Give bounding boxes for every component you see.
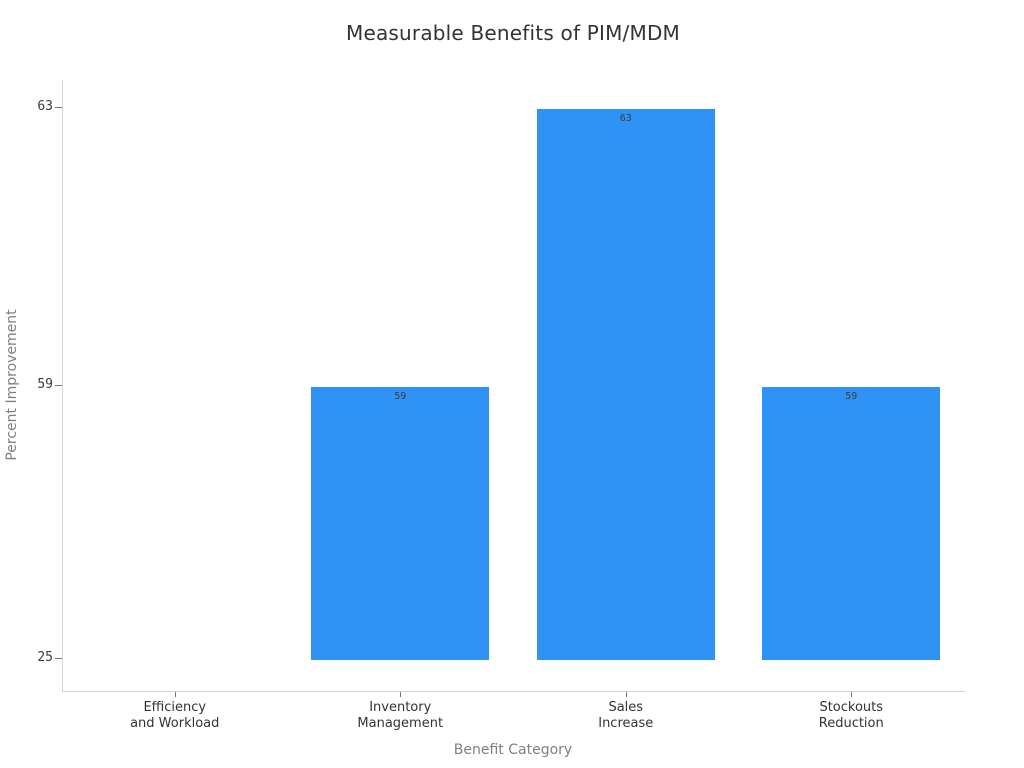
bar-value-label: 63 <box>619 113 632 124</box>
y-tick-mark <box>55 385 62 386</box>
bar-value-label: 59 <box>845 391 858 402</box>
x-tick-label: Stockouts Reduction <box>818 700 884 731</box>
x-axis-spine <box>62 691 965 692</box>
y-tick-label: 59 <box>37 377 53 392</box>
x-tick-mark <box>400 692 402 697</box>
y-tick-label: 25 <box>37 650 53 665</box>
y-tick-mark <box>55 107 62 108</box>
bar <box>311 387 490 660</box>
x-tick-mark <box>625 692 627 697</box>
x-tick-label: Sales Increase <box>598 700 654 731</box>
x-tick-label: Inventory Management <box>357 700 444 731</box>
y-tick-mark <box>55 658 62 659</box>
bar <box>536 109 715 660</box>
bar <box>762 387 941 660</box>
bar-value-label: 59 <box>394 391 407 402</box>
x-tick-mark <box>174 692 176 697</box>
y-tick-label: 63 <box>37 99 53 114</box>
x-tick-mark <box>851 692 853 697</box>
y-axis-spine <box>62 80 63 691</box>
x-axis-title: Benefit Category <box>453 742 573 758</box>
y-axis-title: Percent Improvement <box>4 309 20 461</box>
x-tick-label: Efficiency and Workload <box>130 700 220 731</box>
chart-title: Measurable Benefits of PIM/MDM <box>345 21 681 45</box>
